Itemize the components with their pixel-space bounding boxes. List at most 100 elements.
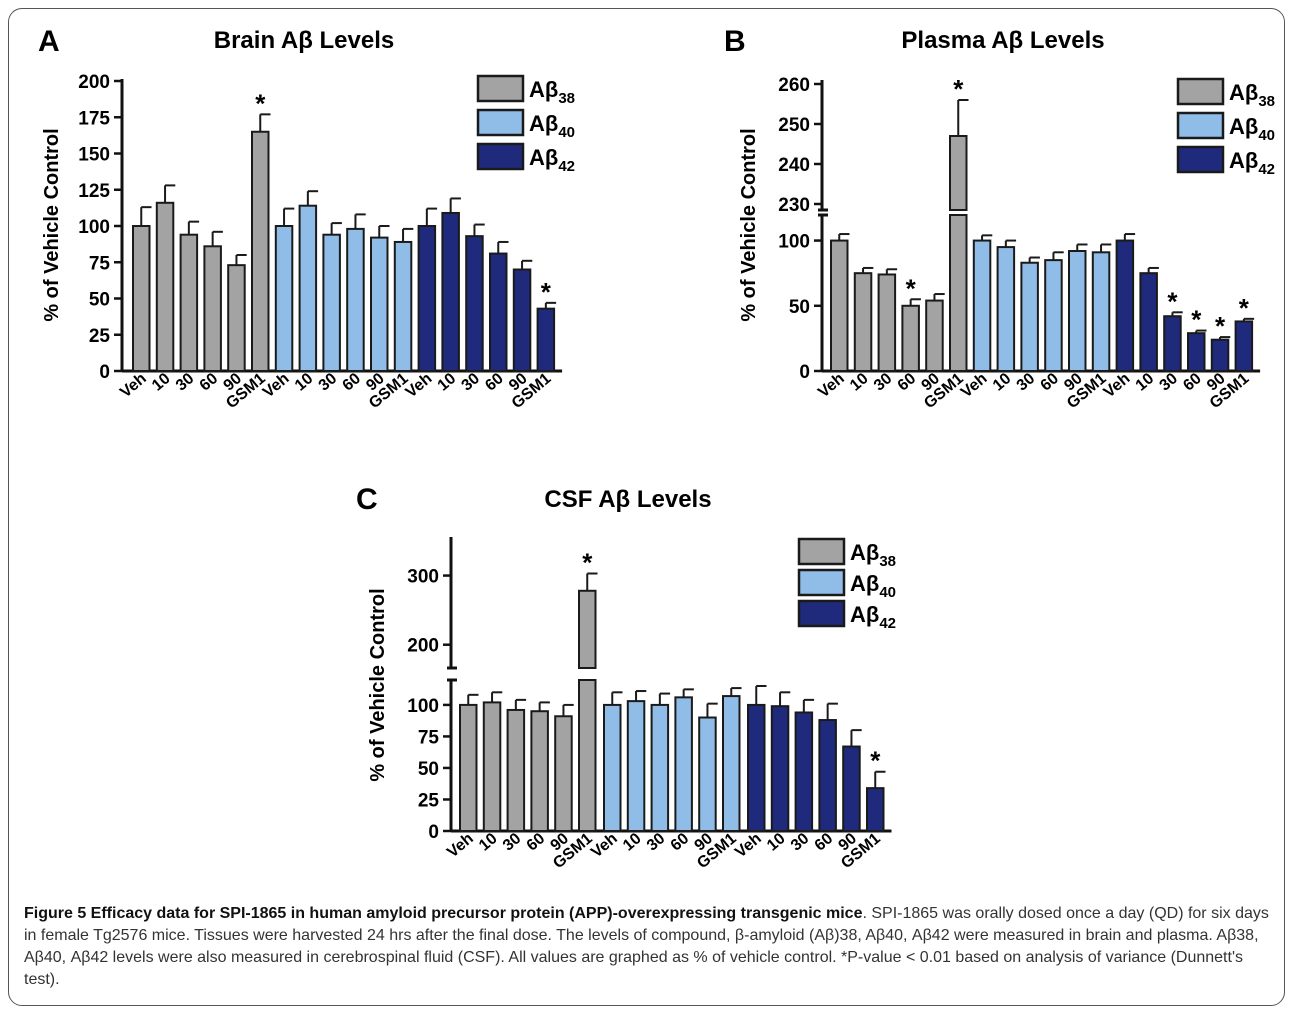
bar — [578, 679, 597, 832]
x-tick-label: 60 — [1180, 370, 1205, 395]
y-tick-label: 50 — [418, 759, 439, 780]
x-tick-label: 60 — [482, 370, 507, 395]
y-tick-label: 0 — [99, 362, 110, 383]
legend-swatch — [476, 74, 525, 103]
y-tick-label: 175 — [78, 108, 110, 129]
figure-frame — [8, 8, 1285, 1006]
legend-swatch — [476, 142, 525, 171]
bar — [1234, 320, 1254, 372]
x-tick-label: 10 — [764, 830, 789, 855]
bar — [1020, 261, 1039, 373]
significance-asterisk: * — [870, 746, 881, 776]
bar — [203, 245, 222, 372]
panel-c-chart: C CSF Aβ Levels % of Vehicle Control 0 25… — [356, 483, 896, 872]
bar — [441, 211, 460, 372]
bar — [747, 703, 766, 832]
y-tick-label: 260 — [778, 75, 810, 96]
bar — [370, 236, 389, 372]
bar — [554, 715, 573, 832]
panel-a-title: Brain Aβ Levels — [214, 27, 395, 54]
y-tick-label: 240 — [778, 155, 810, 176]
x-tick-label: 30 — [500, 830, 525, 855]
bar — [770, 705, 790, 832]
caption-text: . SPI-1865 was orally dosed once a day (… — [24, 905, 1269, 988]
bar — [1139, 272, 1158, 373]
x-tick-label: Veh — [117, 370, 150, 401]
y-tick-label: 250 — [778, 115, 810, 136]
x-tick-label: 60 — [1037, 370, 1062, 395]
y-tick-label: 125 — [78, 181, 110, 202]
bar — [251, 130, 270, 372]
panel-c-y-label: % of Vehicle Control — [367, 588, 389, 781]
legend-label: Aβ42 — [1229, 148, 1275, 178]
bar — [274, 225, 294, 372]
y-tick-label: 0 — [799, 362, 810, 383]
x-tick-label: 60 — [339, 370, 364, 395]
x-tick-label: 30 — [871, 370, 896, 395]
caption-label: Figure 5 Efficacy data for SPI-1865 in h… — [24, 905, 863, 922]
legend-swatch — [797, 568, 846, 597]
significance-asterisk: * — [1215, 311, 1226, 341]
bar — [1187, 332, 1206, 373]
significance-asterisk: * — [1191, 305, 1202, 335]
bar — [1044, 259, 1063, 372]
x-tick-label: Veh — [958, 370, 991, 401]
x-tick-label: 30 — [1156, 370, 1181, 395]
x-tick-label: 10 — [292, 370, 317, 395]
x-tick-label: 10 — [1133, 370, 1158, 395]
bar — [830, 239, 849, 372]
y-tick-label: 230 — [778, 195, 810, 216]
bar — [536, 307, 556, 372]
x-tick-label: Veh — [588, 830, 621, 861]
x-tick-label: 30 — [458, 370, 483, 395]
bar — [842, 745, 861, 832]
significance-asterisk: * — [906, 273, 917, 303]
x-tick-label: 10 — [620, 830, 645, 855]
bar — [179, 233, 199, 372]
x-tick-label: 30 — [316, 370, 341, 395]
significance-asterisk: * — [541, 277, 552, 307]
significance-asterisk: * — [1167, 286, 1178, 316]
bar — [949, 214, 968, 372]
bar — [901, 304, 920, 373]
legend-label: Aβ42 — [529, 145, 575, 175]
bar — [155, 201, 175, 372]
y-tick-label: 200 — [78, 72, 110, 93]
panel-b-title: Plasma Aβ Levels — [901, 27, 1104, 54]
y-tick-label: 100 — [78, 217, 110, 238]
y-tick-label: 75 — [89, 253, 111, 274]
bar-upper — [578, 589, 597, 669]
legend-swatch — [1176, 111, 1225, 140]
bar — [1115, 239, 1135, 372]
significance-asterisk: * — [1239, 293, 1250, 323]
bar — [650, 703, 670, 832]
bar — [877, 273, 897, 373]
bar — [1163, 315, 1182, 372]
legend-label: Aβ40 — [850, 571, 896, 601]
x-tick-label: Veh — [403, 370, 436, 401]
bar — [925, 299, 944, 372]
legend-label: Aβ38 — [529, 77, 575, 107]
legend-label: Aβ38 — [850, 540, 896, 570]
legend-label: Aβ40 — [1229, 114, 1275, 144]
bar — [853, 272, 873, 373]
bar — [626, 700, 646, 832]
significance-asterisk: * — [255, 88, 266, 118]
x-tick-label: 30 — [788, 830, 813, 855]
y-tick-label: 150 — [78, 145, 110, 166]
panel-c-letter: C — [356, 483, 378, 516]
y-tick-label: 0 — [428, 822, 439, 843]
significance-asterisk: * — [582, 547, 593, 577]
bar — [1210, 338, 1230, 372]
bar — [298, 204, 318, 372]
x-tick-label: Veh — [260, 370, 293, 401]
legend-label: Aβ40 — [529, 111, 575, 141]
figure-canvas: A Brain Aβ Levels % of Vehicle Control 0… — [38, 25, 1275, 872]
x-tick-label: 60 — [524, 830, 549, 855]
x-tick-label: 60 — [668, 830, 693, 855]
bar — [346, 227, 365, 372]
bar — [972, 239, 992, 372]
significance-asterisk: * — [953, 74, 964, 104]
bar — [132, 225, 151, 372]
x-tick-label: Veh — [732, 830, 765, 861]
